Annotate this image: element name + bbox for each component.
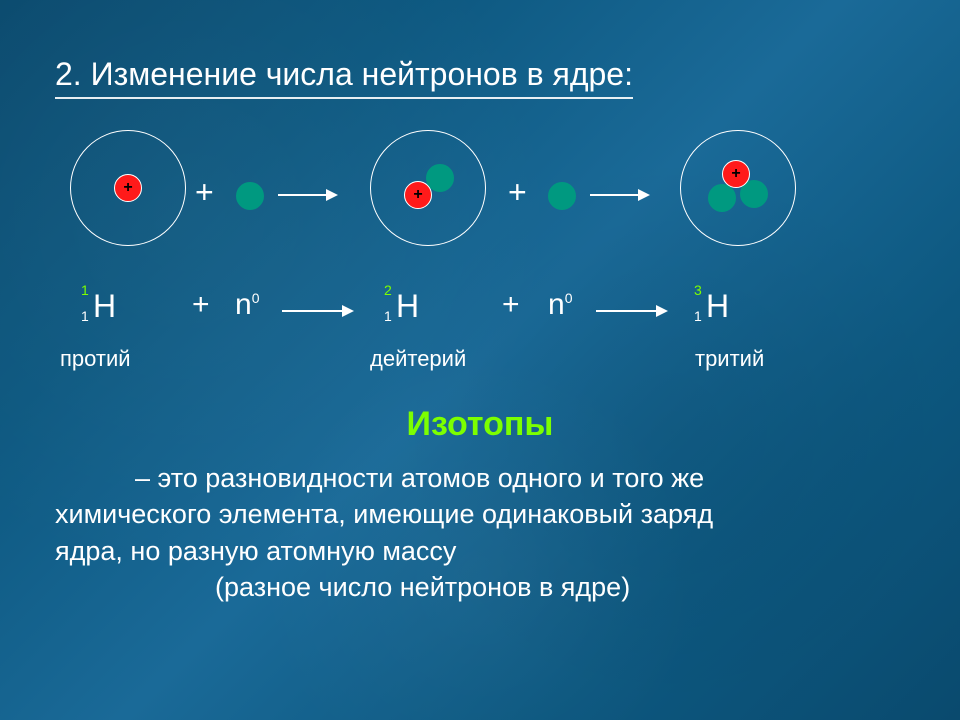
neutron-symbol: n0 (548, 288, 572, 322)
plus-symbol: + (502, 288, 520, 322)
proton-particle: + (404, 181, 432, 209)
element-symbol: H (706, 288, 729, 324)
isotope-diagram: + + + + + (0, 130, 960, 280)
arrow-icon (596, 302, 668, 320)
element-symbol: H (396, 288, 419, 324)
definition-line: химического элемента, имеющие одинаковый… (55, 496, 910, 532)
isotope-definition: – это разновидности атомов одного и того… (55, 460, 910, 606)
atomic-number: 1 (81, 308, 89, 324)
free-neutron (236, 182, 264, 210)
atom-orbit (680, 130, 796, 246)
plus-symbol: + (508, 174, 527, 211)
free-neutron (548, 182, 576, 210)
isotope-symbol: 11H (85, 288, 116, 325)
atomic-number: 1 (384, 308, 392, 324)
atomic-number: 1 (694, 308, 702, 324)
isotope-label: дейтерий (370, 346, 466, 372)
arrow-icon (278, 186, 338, 204)
element-symbol: H (93, 288, 116, 324)
mass-number: 3 (694, 282, 702, 298)
proton-particle: + (722, 160, 750, 188)
slide: 2. Изменение числа нейтронов в ядре: +++… (0, 0, 960, 720)
definition-line: – это разновидности атомов одного и того… (55, 460, 910, 496)
slide-title: 2. Изменение числа нейтронов в ядре: (55, 56, 633, 99)
mass-number: 1 (81, 282, 89, 298)
plus-symbol: + (192, 288, 210, 322)
isotope-symbol: 31H (698, 288, 729, 325)
definition-line: ядра, но разную атомную массу (55, 533, 910, 569)
isotope-label: тритий (695, 346, 764, 372)
plus-symbol: + (195, 174, 214, 211)
mass-number: 2 (384, 282, 392, 298)
neutron-symbol: n0 (235, 288, 259, 322)
neutron-particle (708, 184, 736, 212)
arrow-icon (590, 186, 650, 204)
isotope-symbol: 21H (388, 288, 419, 325)
definition-line: (разное число нейтронов в ядре) (55, 569, 910, 605)
isotopes-heading: Изотопы (0, 405, 960, 444)
proton-particle: + (114, 174, 142, 202)
reaction-equation: 11H+n021H+n031H (0, 288, 960, 348)
isotope-label: протий (60, 346, 131, 372)
arrow-icon (282, 302, 354, 320)
